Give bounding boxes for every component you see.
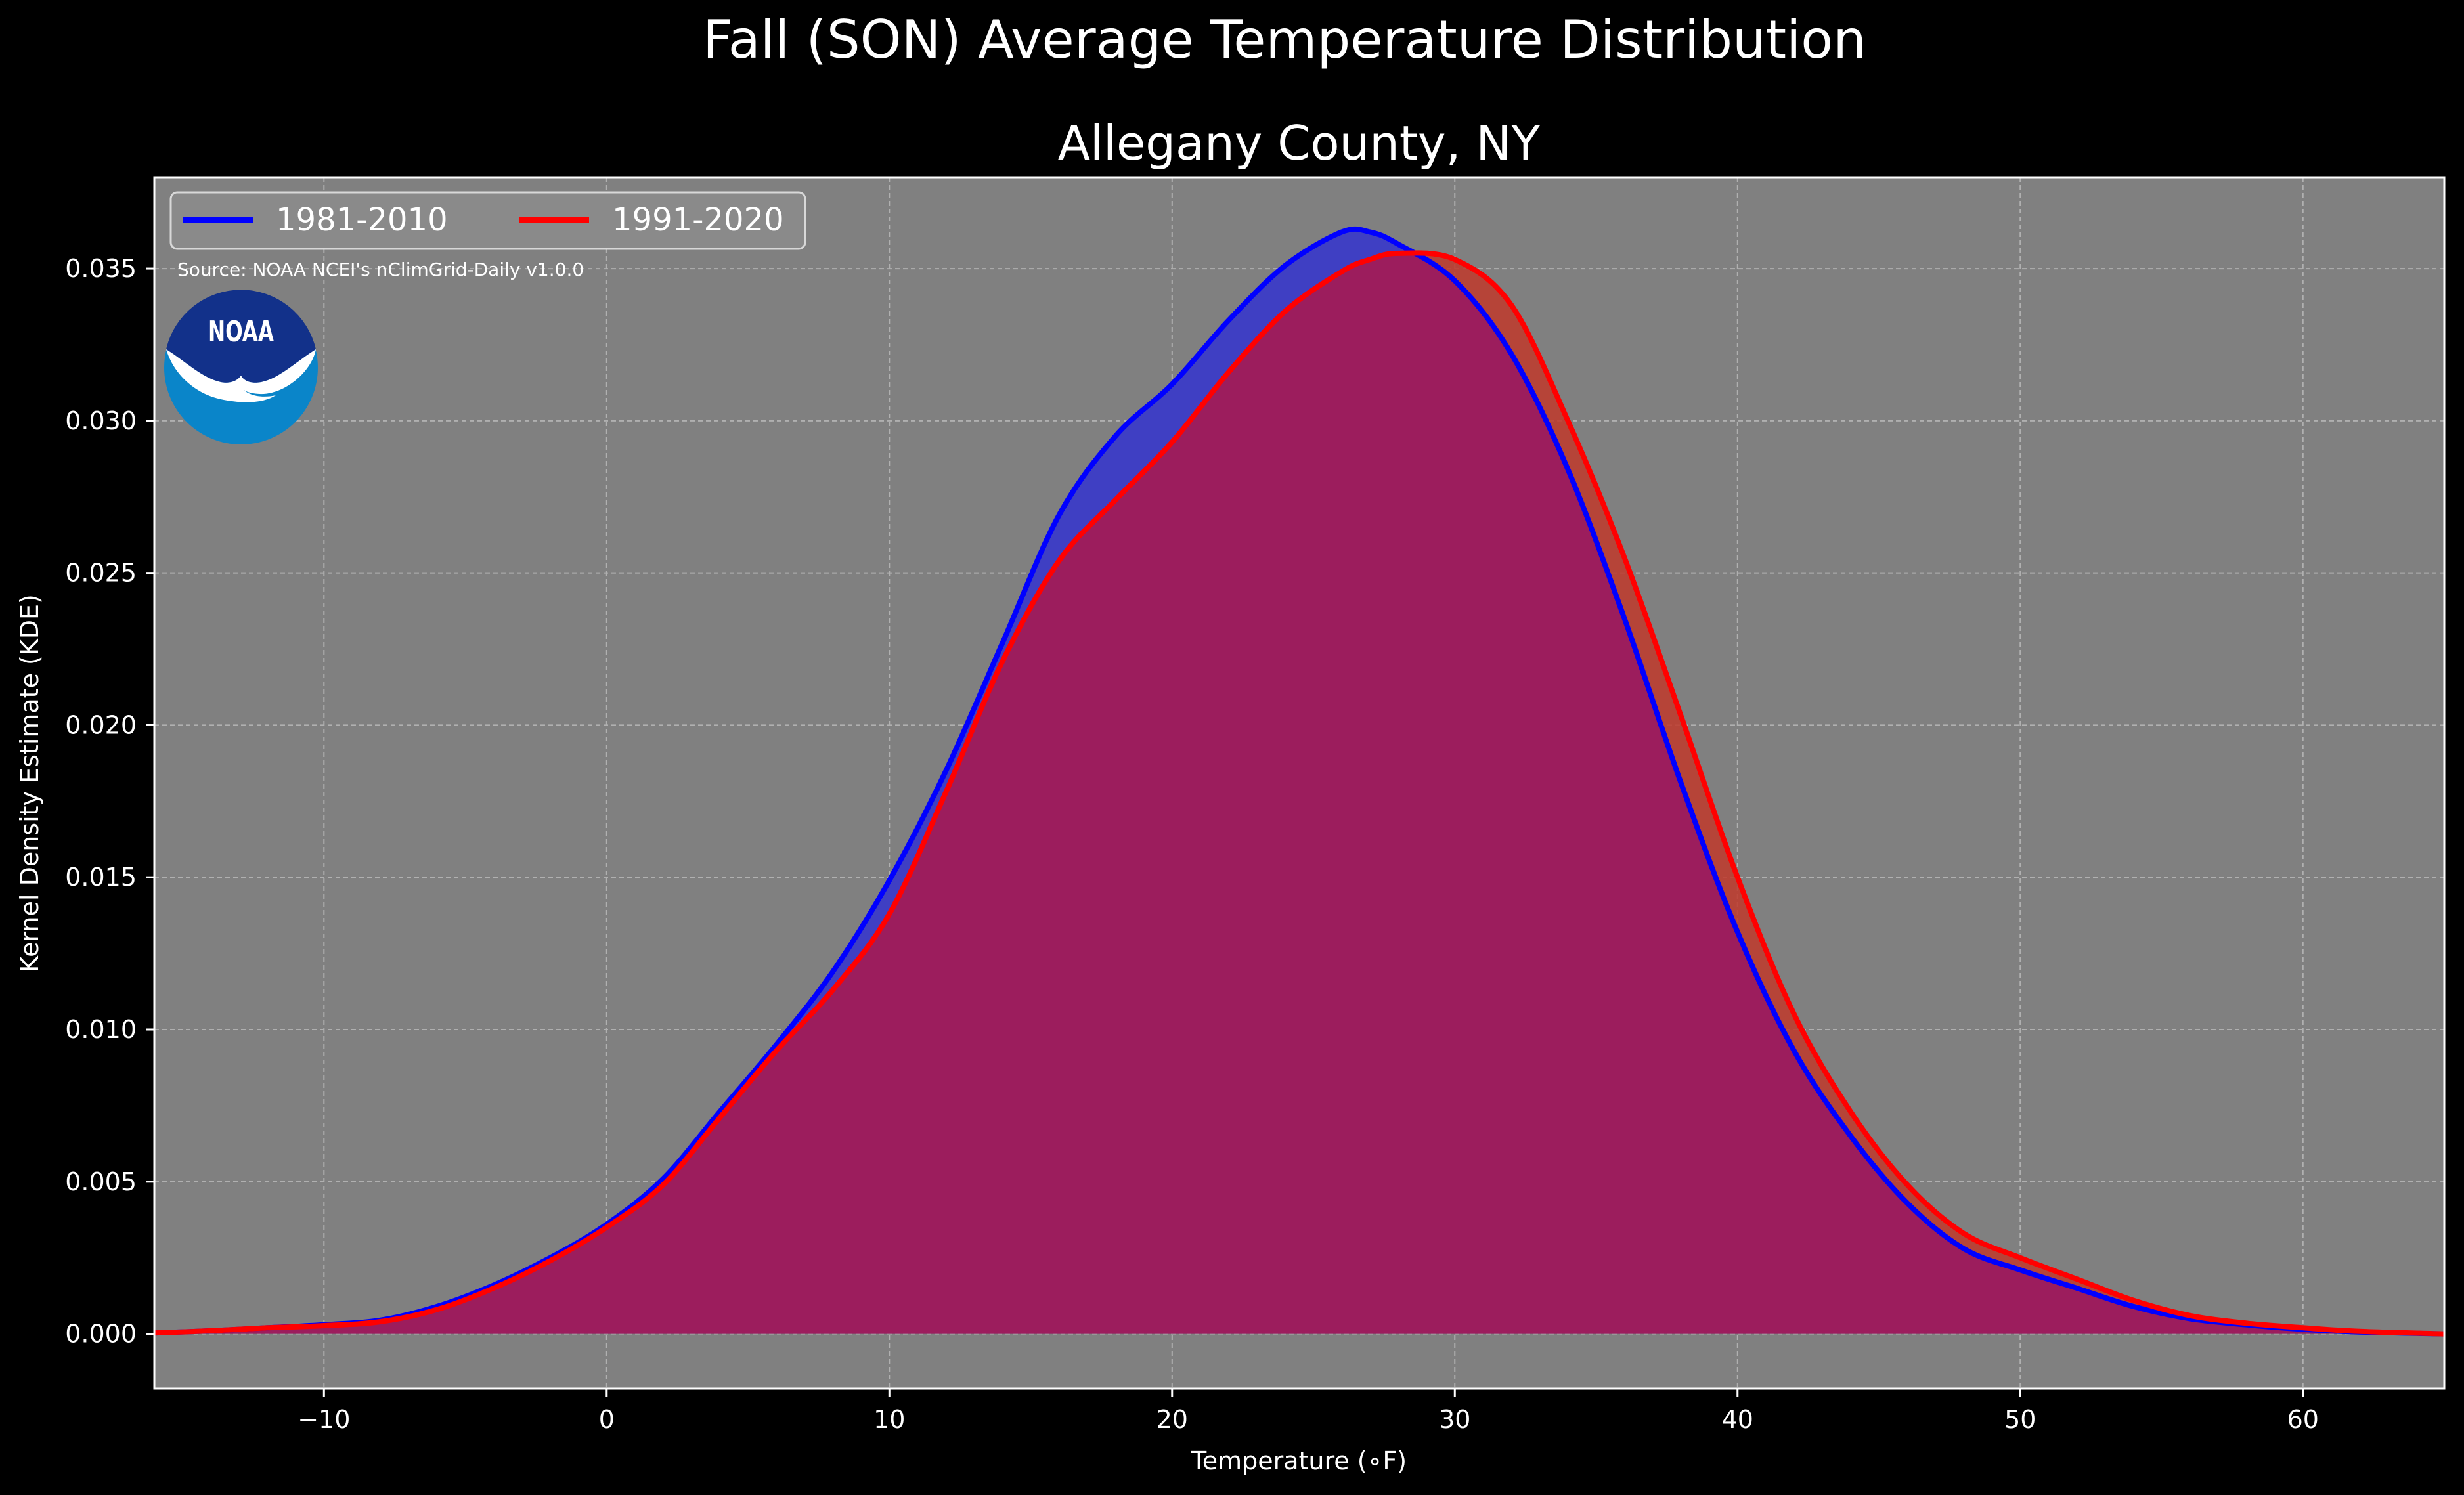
x-tick-label-40: 40 bbox=[1722, 1405, 1753, 1434]
x-tick-label-30: 30 bbox=[1439, 1405, 1470, 1434]
x-tick-label-0: 0 bbox=[599, 1405, 615, 1434]
line-1991-2020 bbox=[154, 250, 2445, 1337]
y-tick-label-0-020: 0.020 bbox=[65, 710, 137, 739]
x-tick-label-60: 60 bbox=[2287, 1405, 2319, 1434]
x-tick-label-10: −10 bbox=[297, 1405, 350, 1434]
x-tick-label-10: 10 bbox=[873, 1405, 905, 1434]
noaa-logo-text: NOAA bbox=[208, 315, 274, 349]
y-tick-label-0-015: 0.015 bbox=[65, 863, 137, 892]
y-tick-label-0-025: 0.025 bbox=[65, 559, 137, 588]
series-lines bbox=[154, 226, 2445, 1337]
y-tick-label-0-000: 0.000 bbox=[65, 1320, 137, 1349]
source-annotation: Source: NOAA NCEI's nClimGrid-Daily v1.0… bbox=[177, 259, 584, 280]
noaa-logo-bird bbox=[166, 349, 316, 402]
x-tick-label-50: 50 bbox=[2004, 1405, 2036, 1434]
legend-label-1981-2010: 1981-2010 bbox=[276, 202, 448, 238]
plot-frame bbox=[153, 176, 2446, 1390]
chart-title: Fall (SON) Average Temperature Distribut… bbox=[703, 9, 1866, 70]
y-tick-label-0-010: 0.010 bbox=[65, 1015, 137, 1044]
legend[interactable]: 1981-2010 1991-2020 bbox=[169, 191, 806, 250]
y-tick-label-0-005: 0.005 bbox=[65, 1167, 137, 1196]
y-tick-label-0-035: 0.035 bbox=[65, 254, 137, 283]
y-axis-ticks: 0.000 0.005 0.010 0.015 0.020 0.025 0.030 0.035 bbox=[65, 254, 154, 1349]
x-axis-label: Temperature (∘F) bbox=[1191, 1446, 1407, 1475]
area-fill-overlap bbox=[154, 253, 2444, 1334]
x-axis-ticks: −10 0 10 20 30 40 50 60 bbox=[297, 1389, 2319, 1434]
legend-box bbox=[169, 191, 806, 250]
noaa-logo: NOAA bbox=[164, 290, 318, 444]
y-tick-label-0-030: 0.030 bbox=[65, 406, 137, 435]
y-axis-label: Kernel Density Estimate (KDE) bbox=[15, 594, 44, 972]
legend-label-1991-2020: 1991-2020 bbox=[612, 202, 784, 238]
series-fills bbox=[154, 228, 2444, 1334]
noaa-logo-top-field bbox=[166, 290, 316, 383]
chart-subtitle: Allegany County, NY bbox=[1058, 116, 1541, 171]
x-tick-label-20: 20 bbox=[1156, 1405, 1188, 1434]
